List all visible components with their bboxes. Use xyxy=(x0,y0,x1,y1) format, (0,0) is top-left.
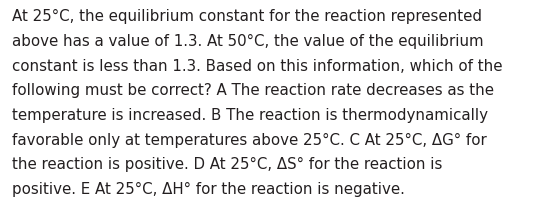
Text: the reaction is positive. D At 25°C, ΔS° for the reaction is: the reaction is positive. D At 25°C, ΔS°… xyxy=(12,157,442,172)
Text: constant is less than 1.3. Based on this information, which of the: constant is less than 1.3. Based on this… xyxy=(12,59,503,74)
Text: favorable only at temperatures above 25°C. C At 25°C, ΔG° for: favorable only at temperatures above 25°… xyxy=(12,133,487,148)
Text: following must be correct? A The reaction rate decreases as the: following must be correct? A The reactio… xyxy=(12,83,494,98)
Text: temperature is increased. B The reaction is thermodynamically: temperature is increased. B The reaction… xyxy=(12,108,488,123)
Text: At 25°C, the equilibrium constant for the reaction represented: At 25°C, the equilibrium constant for th… xyxy=(12,9,482,24)
Text: positive. E At 25°C, ΔH° for the reaction is negative.: positive. E At 25°C, ΔH° for the reactio… xyxy=(12,182,405,197)
Text: above has a value of 1.3. At 50°C, the value of the equilibrium: above has a value of 1.3. At 50°C, the v… xyxy=(12,34,484,49)
